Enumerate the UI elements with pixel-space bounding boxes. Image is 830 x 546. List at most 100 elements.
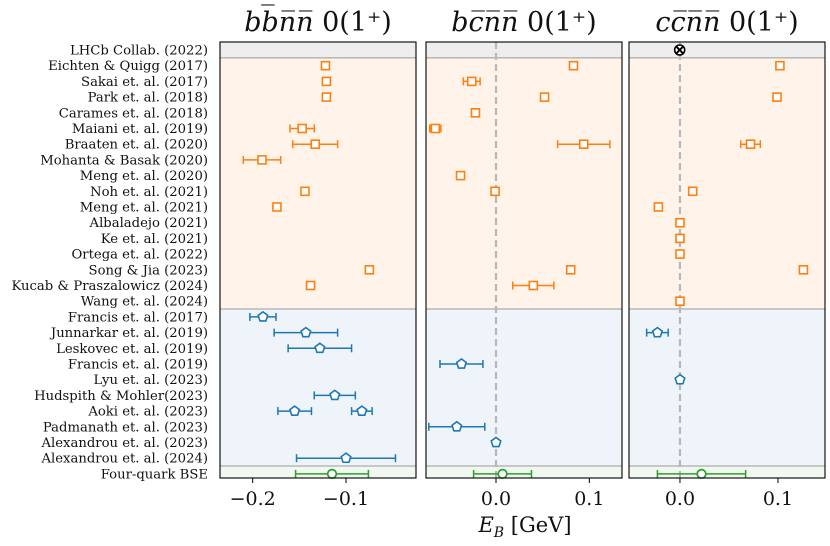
data-point-cross xyxy=(675,45,684,55)
group-band xyxy=(220,466,416,478)
row-label: Francis et. al. (2017) xyxy=(68,310,208,325)
data-point-square xyxy=(653,202,664,212)
data-point-square xyxy=(272,202,282,212)
row-label: Padmanath et. al. (2023) xyxy=(43,420,208,435)
data-point-pentagon xyxy=(455,358,468,369)
data-point-circle xyxy=(326,468,338,480)
panel-frame xyxy=(628,41,826,479)
data-point-square xyxy=(772,92,782,102)
row-label: Alexandrou et. al. (2024) xyxy=(40,452,208,467)
data-point-pentagon xyxy=(490,436,502,448)
panel-frames xyxy=(219,41,826,483)
row-label: LHCb Collab. (2022) xyxy=(70,44,208,59)
group-band xyxy=(426,42,622,58)
data-point-square xyxy=(568,60,579,71)
data-point-pentagon xyxy=(257,310,269,322)
x-tick-label: 0.1 xyxy=(574,488,604,510)
group-band xyxy=(426,309,622,467)
data-point-square xyxy=(297,123,307,134)
data-point-square xyxy=(528,280,539,291)
row-label: Ke et. al. (2021) xyxy=(101,232,208,247)
data-point-square xyxy=(675,249,685,259)
data-point-square xyxy=(430,123,441,134)
data-point-square xyxy=(775,60,785,71)
panel-title: cc̅n̅n̅ 0(1⁺) xyxy=(655,7,798,38)
data-point-square xyxy=(466,76,477,87)
row-label: Aoki et. al. (2023) xyxy=(87,405,208,420)
data-point-pentagon xyxy=(300,326,312,338)
group-band xyxy=(629,42,825,58)
row-label: Leskovec et. al. (2019) xyxy=(56,342,208,357)
x-tick-label: 0.1 xyxy=(763,488,793,510)
row-label: Lyu et. al. (2023) xyxy=(94,373,208,388)
row-label: Mohanta & Basak (2020) xyxy=(40,153,208,168)
row-label: Wang et. al. (2024) xyxy=(81,295,208,310)
data-point-square xyxy=(455,170,466,181)
row-label: Hudspith & Mohler(2023) xyxy=(34,389,208,404)
group-band xyxy=(629,466,825,478)
data-point-square xyxy=(320,60,331,71)
row-label: Ortega et. al. (2022) xyxy=(71,248,208,263)
data-point-square xyxy=(578,139,589,149)
row-label: Albaladejo (2021) xyxy=(89,216,208,231)
data-point-square xyxy=(687,186,698,197)
x-tick-label: 0.0 xyxy=(665,488,695,510)
panel-frame xyxy=(425,41,623,479)
group-band xyxy=(220,42,416,58)
group-band xyxy=(220,57,416,310)
row-label: Meng et. al. (2020) xyxy=(80,169,208,184)
group-band xyxy=(629,57,825,310)
x-tick-label: −0.2 xyxy=(230,488,276,510)
data-point-pentagon xyxy=(314,342,326,354)
data-point-pentagon xyxy=(356,405,368,416)
panel-title: bb̅n̅n̅ 0(1⁺) xyxy=(244,4,392,38)
data-point-pentagon xyxy=(451,420,463,432)
data-point-pentagon xyxy=(288,405,301,416)
data-point-square xyxy=(798,264,809,275)
x-tick-label: −0.1 xyxy=(323,488,369,510)
group-band xyxy=(220,309,416,467)
x-tick-label: 0.0 xyxy=(481,488,511,510)
panel-frame xyxy=(219,41,417,479)
data-point-pentagon xyxy=(651,326,664,338)
row-label: Park et. al. (2018) xyxy=(88,91,208,106)
group-bands xyxy=(220,42,825,478)
data-point-square xyxy=(257,155,267,165)
data-marks xyxy=(242,44,809,480)
row-label: Alexandrou et. al. (2023) xyxy=(40,436,208,451)
data-point-pentagon xyxy=(329,389,341,401)
data-point-square xyxy=(310,139,321,149)
data-point-square xyxy=(364,264,375,275)
row-label: Junnarkar et. al. (2019) xyxy=(49,326,208,341)
row-label: Maiani et. al. (2019) xyxy=(72,122,208,137)
data-point-square xyxy=(321,92,332,102)
data-point-square xyxy=(300,186,310,197)
zero-lines xyxy=(494,42,682,478)
row-label: Meng et. al. (2021) xyxy=(80,201,208,216)
row-label: Noh et. al. (2021) xyxy=(90,185,208,200)
row-label: Carames et. al. (2018) xyxy=(59,106,208,121)
data-point-circle xyxy=(497,468,508,480)
row-label: Song & Jia (2023) xyxy=(89,263,208,278)
data-point-square xyxy=(305,280,316,291)
x-axis-label: EB [GeV] xyxy=(477,513,571,541)
row-label: Eichten & Quigg (2017) xyxy=(48,59,208,74)
data-point-square xyxy=(675,233,685,244)
group-band xyxy=(426,57,622,310)
data-point-square xyxy=(470,108,481,118)
data-point-square xyxy=(321,76,332,87)
group-band xyxy=(426,466,622,478)
data-point-pentagon xyxy=(340,452,352,464)
data-point-square xyxy=(539,92,550,102)
row-label: Four-quark BSE xyxy=(101,467,208,482)
labels: EB [GeV] LHCb Collab. (2022)Eichten & Qu… xyxy=(11,4,798,541)
data-point-square xyxy=(565,264,576,275)
row-label: Braaten et. al. (2020) xyxy=(65,138,208,153)
data-point-square xyxy=(745,139,756,149)
data-point-square xyxy=(675,296,685,307)
row-label: Francis et. al. (2019) xyxy=(68,358,208,373)
data-point-pentagon xyxy=(674,373,686,385)
data-point-square xyxy=(490,186,500,197)
data-point-circle xyxy=(696,468,707,480)
